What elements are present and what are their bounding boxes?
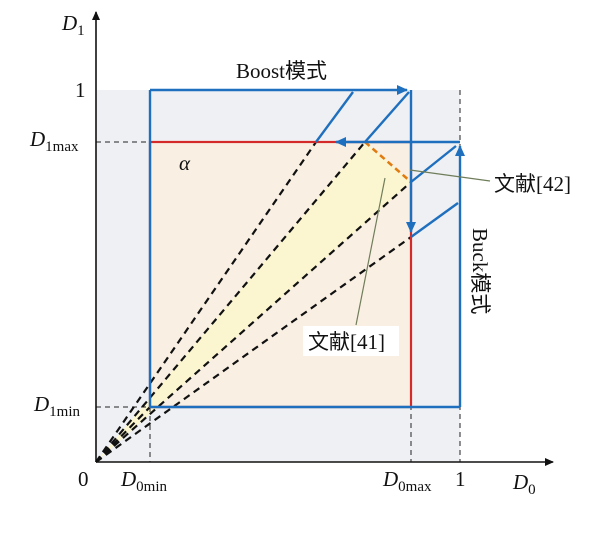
alpha-label: α: [179, 151, 191, 175]
y-axis-label: D1: [61, 11, 85, 39]
x-tick-min: D0min: [120, 467, 168, 495]
origin-label: 0: [78, 467, 89, 491]
origin-rays: [95, 141, 412, 463]
ref41-label-box: [303, 326, 399, 356]
boost-mode-path: [148, 85, 460, 407]
ref41-wedge-fill: [96, 142, 411, 462]
y-tick-min: D1min: [33, 392, 81, 420]
ref42-label: 文献[42]: [494, 172, 571, 196]
y-tick-one: 1: [75, 78, 86, 102]
ref42-leader: [409, 169, 491, 182]
ref41-label: 文献[41]: [308, 330, 385, 354]
buck-mode-label: Buck模式: [468, 228, 492, 314]
x-tick-one: 1: [455, 467, 466, 491]
ref42-boundary: [364, 141, 412, 183]
ref41-leader: [355, 177, 386, 326]
boost-mode-label: Boost模式: [236, 59, 327, 83]
x-axis-label: D0: [512, 470, 536, 498]
y-tick-max: D1max: [29, 127, 79, 155]
x-tick-max: D0max: [382, 467, 432, 495]
buck-mode-path: [150, 145, 465, 409]
